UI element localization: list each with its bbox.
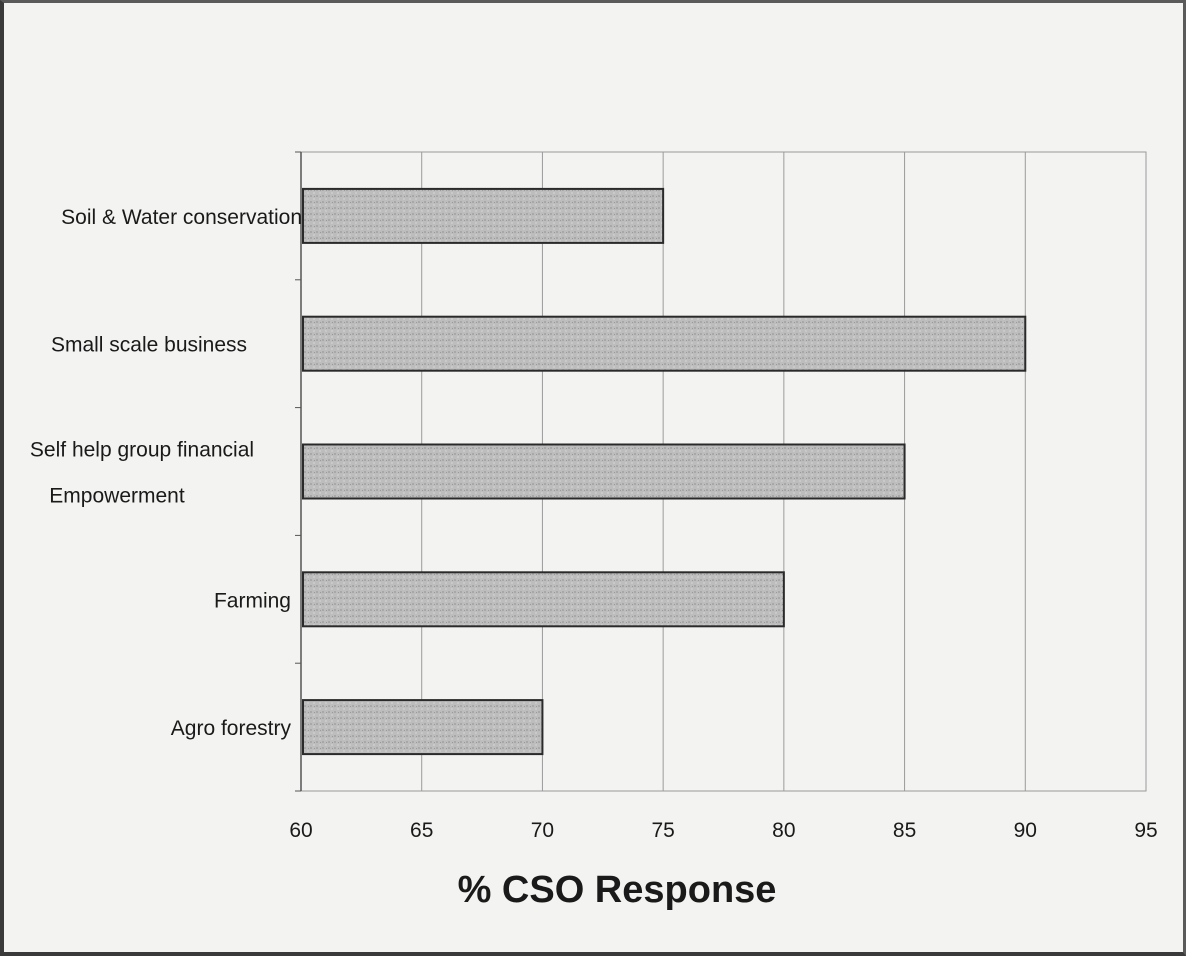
x-tick-label: 60 xyxy=(289,819,312,842)
x-tick-label: 95 xyxy=(1134,819,1157,842)
x-tick-label: 75 xyxy=(651,819,674,842)
bar xyxy=(302,187,665,244)
bar-chart: Soil & Water conservation Small scale bus… xyxy=(30,151,1158,842)
bar xyxy=(302,571,785,628)
bar xyxy=(302,315,1027,372)
bar xyxy=(302,443,906,500)
x-tick-label: 65 xyxy=(410,819,433,842)
category-label: Agro forestry xyxy=(171,717,292,740)
category-label: Self help group financial xyxy=(30,439,254,462)
category-label: Farming xyxy=(214,589,291,612)
category-label: Small scale business xyxy=(51,334,247,357)
x-axis-title: % CSO Response xyxy=(457,869,777,911)
category-label: Soil & Water conservation xyxy=(61,206,302,229)
x-tick-label: 70 xyxy=(531,819,554,842)
x-tick-label: 80 xyxy=(772,819,795,842)
x-tick-label: 90 xyxy=(1014,819,1037,842)
bar xyxy=(302,699,544,756)
x-tick-label: 85 xyxy=(893,819,916,842)
category-label: Empowerment xyxy=(49,485,185,508)
